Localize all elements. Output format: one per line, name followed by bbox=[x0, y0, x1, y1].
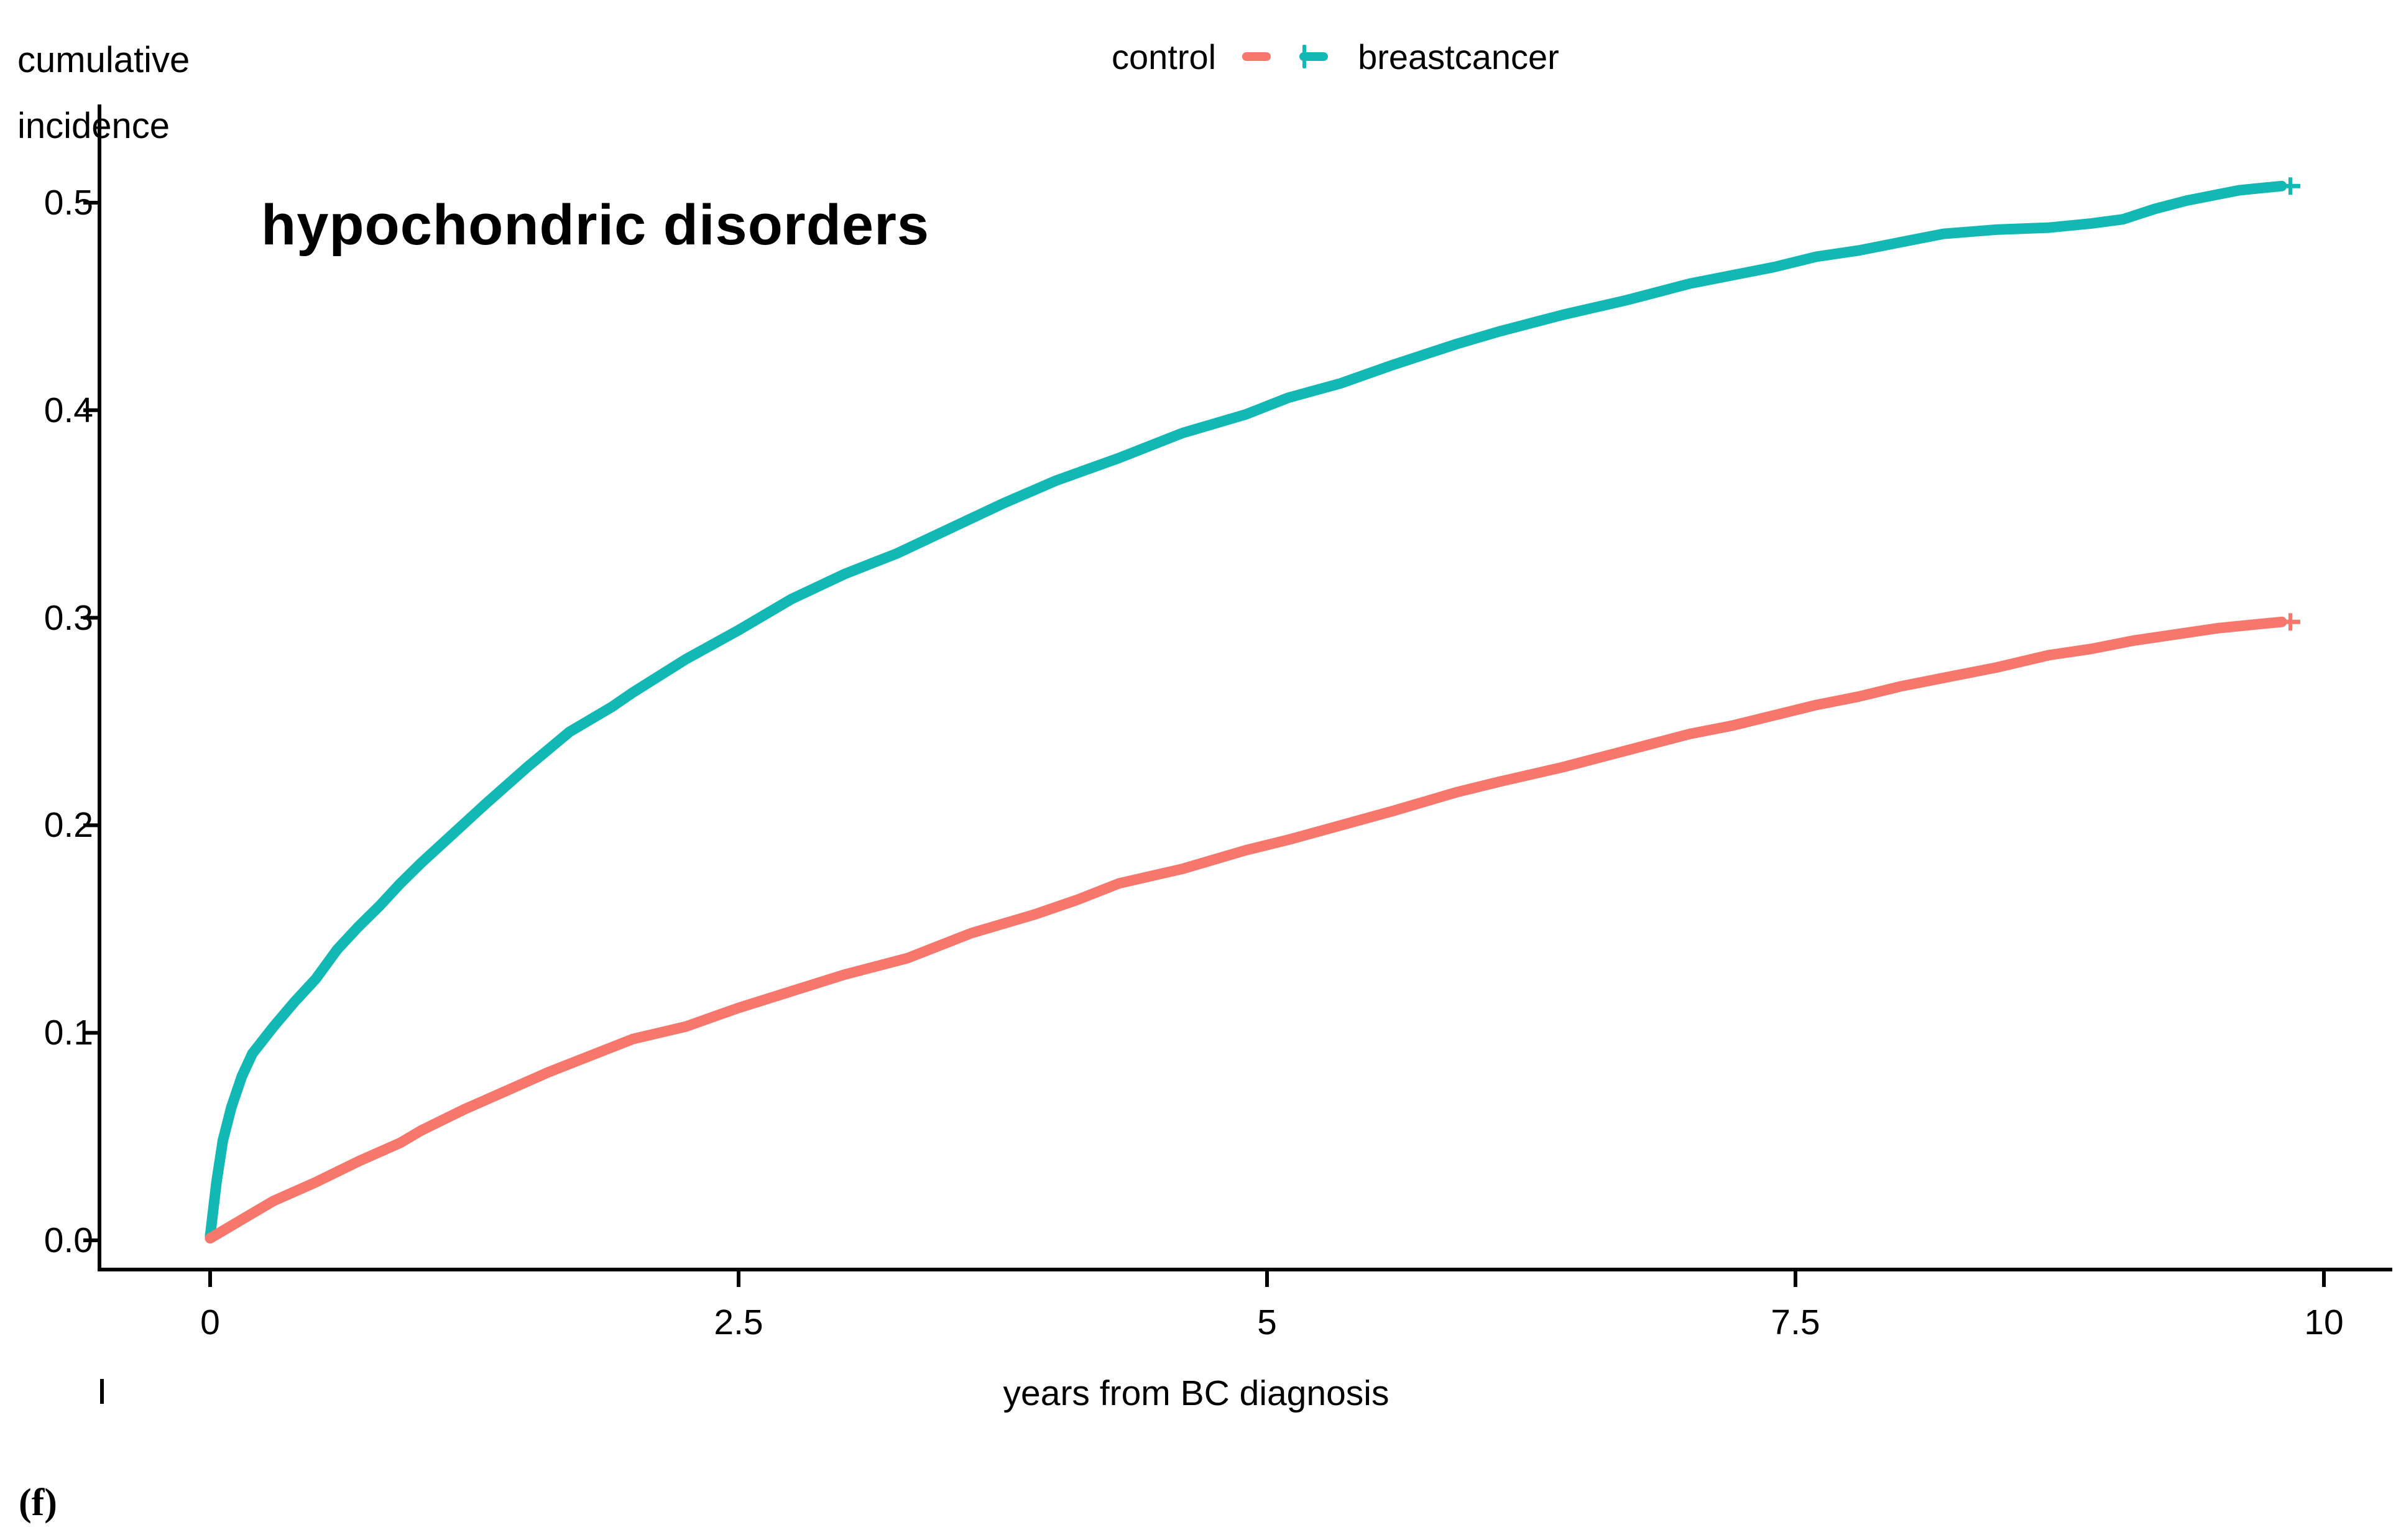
x-tick-label: 10 bbox=[2304, 1303, 2344, 1342]
y-tick-label: 0.5 bbox=[44, 183, 93, 223]
x-tick-label: 7.5 bbox=[1771, 1303, 1820, 1342]
control-curve bbox=[205, 616, 2287, 1244]
x-tick-label: 2.5 bbox=[714, 1303, 763, 1342]
legend-label-control: control bbox=[1112, 37, 1217, 76]
legend: control breastcancer bbox=[1112, 35, 1559, 78]
legend-key-censor-tick-icon bbox=[1302, 45, 1307, 68]
figure-panel-letter: (f) bbox=[19, 1482, 57, 1524]
legend-label-breastcancer: breastcancer bbox=[1358, 37, 1559, 76]
x-tick-label: 0 bbox=[200, 1303, 220, 1342]
x-axis-label: years from BC diagnosis bbox=[1003, 1373, 1389, 1413]
breastcancer-curve bbox=[205, 180, 2287, 1242]
y-tick-label: 0.2 bbox=[44, 805, 93, 846]
x-tick-label: 5 bbox=[1257, 1303, 1277, 1342]
y-tick-label: 0.3 bbox=[44, 597, 93, 638]
y-axis-label: cumulative incidence bbox=[17, 40, 190, 146]
page-title: hypochondric disorders bbox=[261, 193, 930, 257]
legend-key-breastcancer-dash bbox=[1299, 45, 1329, 68]
legend-key-control-dash bbox=[1242, 52, 1271, 61]
y-tick-label: 0.0 bbox=[44, 1220, 93, 1260]
y-tick-label: 0.4 bbox=[44, 390, 93, 430]
y-tick-label: 0.1 bbox=[44, 1013, 93, 1053]
